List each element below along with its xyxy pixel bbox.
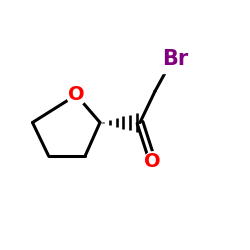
Text: Br: Br — [162, 49, 188, 69]
Text: O: O — [144, 152, 161, 171]
Text: O: O — [68, 86, 84, 104]
